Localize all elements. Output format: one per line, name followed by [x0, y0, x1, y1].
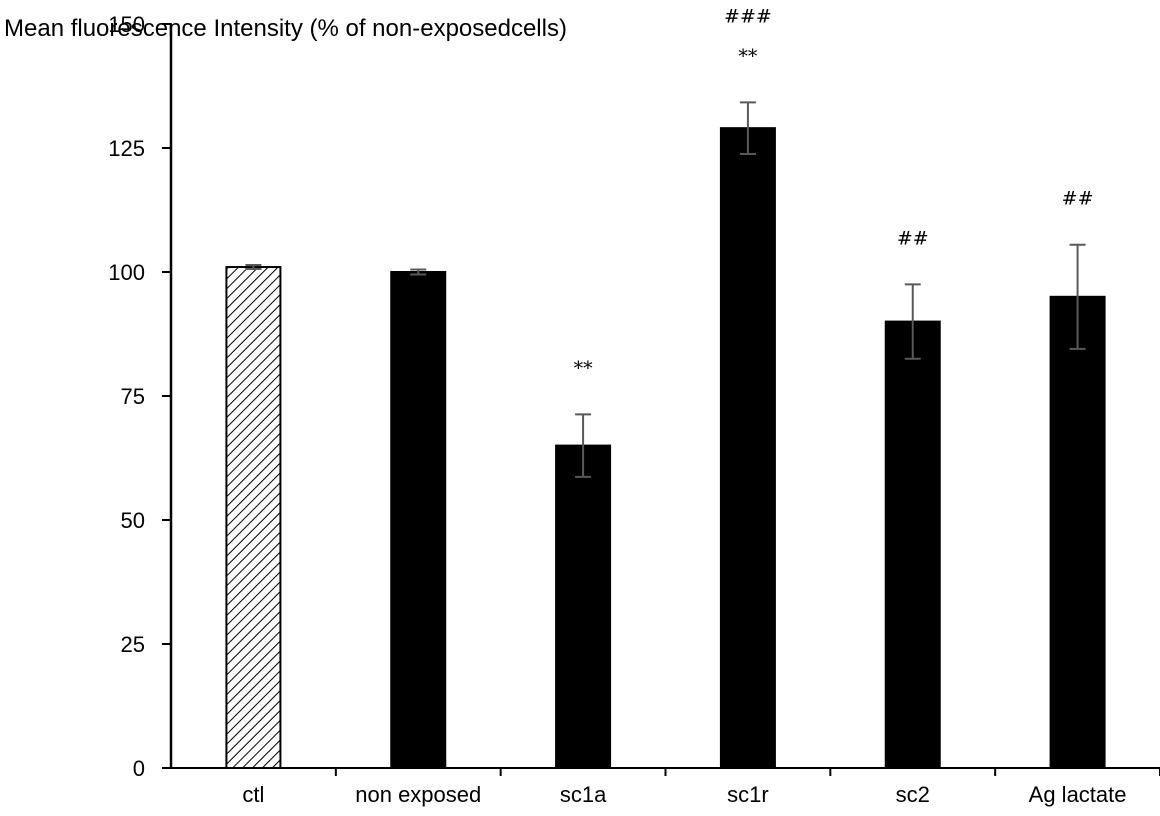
significance-mark: ** — [574, 357, 594, 379]
y-tick-label: 125 — [108, 136, 145, 161]
y-axis-label: Mean fluorescence Intensity (% of non-ex… — [4, 15, 567, 42]
y-ticks: 0 25 50 75 100 125 150 — [108, 12, 171, 781]
bar — [555, 444, 612, 769]
significance-mark: ** — [738, 45, 758, 67]
x-tick-label: sc2 — [896, 782, 930, 807]
y-tick-label: 100 — [108, 260, 145, 285]
bars — [225, 127, 1106, 770]
x-tick-label: non exposed — [355, 782, 481, 807]
bar — [884, 320, 941, 769]
x-tick-label: ctl — [242, 782, 264, 807]
axes — [169, 24, 1160, 769]
y-tick-label: 150 — [108, 12, 145, 37]
y-tick-label: 75 — [121, 384, 145, 409]
y-tick-label: 25 — [121, 632, 145, 657]
x-tick-label: sc1a — [560, 782, 607, 807]
significance-mark: ## — [897, 227, 929, 249]
significance-mark: ## — [1062, 188, 1094, 210]
x-ticks: ctl non exposed sc1a sc1r sc2 Ag lactate — [242, 768, 1160, 807]
significance-mark: ### — [724, 5, 772, 27]
y-tick-label: 0 — [133, 756, 145, 781]
y-tick-label: 50 — [121, 508, 145, 533]
bar — [1049, 295, 1106, 769]
bar — [225, 266, 282, 769]
bar — [390, 271, 447, 769]
x-tick-label: sc1r — [727, 782, 769, 807]
significance-marks: ****####### — [574, 5, 1094, 379]
x-tick-label: Ag lactate — [1029, 782, 1127, 807]
error-bars — [245, 101, 1086, 478]
bar — [719, 127, 776, 770]
